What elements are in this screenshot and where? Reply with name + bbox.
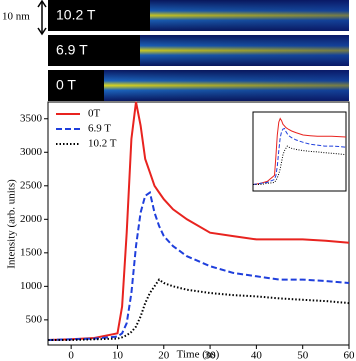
image-label: 0 T xyxy=(56,77,76,93)
data-line xyxy=(47,101,350,341)
streak-dark xyxy=(48,35,140,66)
y-axis-label: Intensity (arb. units) xyxy=(6,179,18,269)
y-tick-label: 500 xyxy=(26,313,43,325)
x-tick-label: 40 xyxy=(251,350,263,361)
image-label: 10.2 T xyxy=(56,7,96,23)
inset-frame xyxy=(252,111,347,192)
data-line xyxy=(47,190,350,341)
y-tick-label: 1500 xyxy=(20,246,43,258)
image-label: 6.9 T xyxy=(56,42,88,58)
x-tick-label: 20 xyxy=(158,350,170,361)
y-tick-label: 2000 xyxy=(20,213,43,225)
y-tick-label: 1000 xyxy=(20,280,43,292)
y-tick-label: 3000 xyxy=(20,146,43,158)
x-tick-label: 60 xyxy=(344,350,356,361)
y-tick-label: 2500 xyxy=(20,179,43,191)
streak-dark xyxy=(48,70,104,101)
inset-line xyxy=(253,145,347,185)
x-tick-label: 30 xyxy=(205,350,217,361)
legend-label: 10.2 T xyxy=(88,138,117,150)
x-axis-label: Time (ns) xyxy=(177,349,220,361)
inset-line xyxy=(252,117,347,185)
legend-label: 6.9 T xyxy=(88,123,111,135)
plot-frame xyxy=(47,101,350,346)
streak-dark xyxy=(48,0,150,31)
x-tick-label: 10 xyxy=(112,350,124,361)
x-tick-label: 0 xyxy=(68,350,74,361)
inset-line xyxy=(252,127,347,185)
scale-arrow-heads xyxy=(37,0,47,36)
legend-label: 0T xyxy=(88,108,101,120)
y-tick-label: 3500 xyxy=(20,112,43,124)
streak-images: 10.2 T 6.9 T 0 T 10 nm xyxy=(2,0,349,101)
data-line xyxy=(48,278,350,341)
x-tick-label: 50 xyxy=(297,350,309,361)
scale-label: 10 nm xyxy=(2,11,30,23)
